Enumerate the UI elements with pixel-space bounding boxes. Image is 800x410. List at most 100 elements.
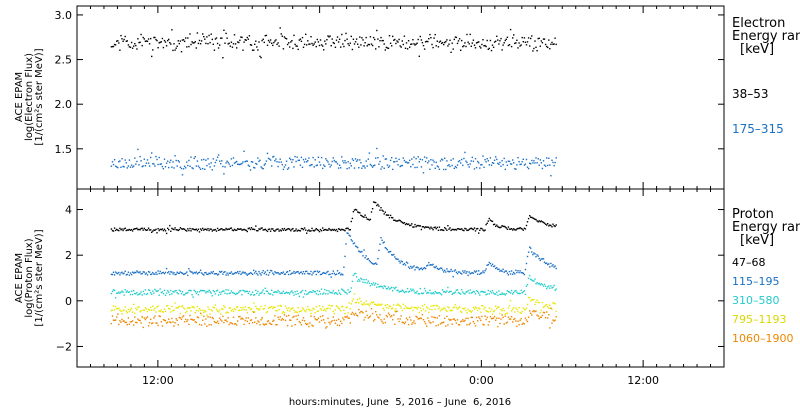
data-point <box>541 167 544 170</box>
data-point <box>261 291 263 293</box>
data-point <box>372 282 375 284</box>
data-point <box>363 165 365 167</box>
data-point <box>501 292 503 294</box>
data-point <box>431 164 433 166</box>
data-point <box>484 229 486 231</box>
data-point <box>416 290 418 293</box>
data-point <box>392 319 394 321</box>
data-point <box>365 310 367 312</box>
data-point <box>497 306 499 308</box>
data-point <box>312 229 314 232</box>
data-point <box>535 301 537 303</box>
data-point <box>232 43 235 45</box>
data-point <box>199 309 202 311</box>
data-point <box>385 288 388 290</box>
data-point <box>552 319 554 321</box>
data-point <box>200 314 203 316</box>
data-point <box>276 291 278 294</box>
data-point <box>490 49 493 52</box>
data-point <box>257 320 259 322</box>
data-point <box>437 324 440 326</box>
electron-y-axis-label: ACE EPAM log(Electron Flux) [1/(cm²s ste… <box>14 48 45 145</box>
data-point <box>236 324 238 326</box>
data-point <box>205 228 207 230</box>
data-point <box>550 175 552 177</box>
data-point <box>247 292 249 294</box>
data-point <box>163 39 166 42</box>
data-point <box>255 289 257 292</box>
data-point <box>146 310 149 313</box>
data-point <box>458 324 461 326</box>
legend-entry: 47–68 <box>732 256 766 269</box>
data-point <box>472 160 475 162</box>
data-point <box>506 36 509 38</box>
data-point <box>427 307 429 309</box>
data-point <box>394 310 396 312</box>
data-point <box>308 273 310 275</box>
data-point <box>453 318 455 320</box>
data-point <box>148 165 151 167</box>
data-point <box>350 287 352 289</box>
data-point <box>214 321 217 324</box>
data-point <box>327 35 329 37</box>
data-point <box>171 293 173 295</box>
data-point <box>333 42 335 45</box>
data-point <box>485 223 487 226</box>
data-point <box>399 165 401 168</box>
data-point <box>350 165 352 167</box>
data-point <box>417 156 419 158</box>
data-point <box>415 158 417 160</box>
data-point <box>366 282 368 284</box>
data-point <box>458 292 461 295</box>
data-point <box>160 41 162 43</box>
data-point <box>489 290 492 293</box>
data-point <box>151 309 153 311</box>
data-point <box>496 291 498 293</box>
data-point <box>318 230 321 233</box>
data-point <box>369 163 372 166</box>
data-point <box>388 217 391 219</box>
data-point <box>273 319 275 321</box>
data-point <box>213 229 216 231</box>
data-point <box>208 308 210 310</box>
data-point <box>337 167 340 169</box>
data-point <box>301 166 304 168</box>
data-point <box>319 39 322 41</box>
data-point <box>301 307 304 309</box>
data-point <box>380 207 382 209</box>
data-point <box>400 220 402 223</box>
data-point <box>144 229 147 231</box>
data-point <box>406 319 409 321</box>
data-point <box>484 315 486 317</box>
data-point <box>177 293 179 295</box>
data-point <box>197 42 200 45</box>
data-point <box>466 324 468 326</box>
data-point <box>510 270 513 272</box>
data-point <box>414 166 416 169</box>
data-point <box>308 43 310 45</box>
data-point <box>303 293 306 295</box>
data-point <box>211 230 213 232</box>
data-point <box>307 272 309 275</box>
data-point <box>547 164 549 167</box>
data-point <box>158 229 160 232</box>
data-point <box>330 305 332 307</box>
data-point <box>158 42 160 44</box>
data-point <box>418 55 420 57</box>
data-point <box>298 311 300 313</box>
data-point <box>450 268 452 271</box>
data-point <box>386 316 389 318</box>
data-point <box>542 160 545 162</box>
data-point <box>143 317 145 319</box>
data-point <box>183 294 186 296</box>
data-point <box>456 42 459 45</box>
proton-legend-subtitle: Energy ranges <box>732 220 800 235</box>
data-point <box>161 272 164 274</box>
data-point <box>363 278 365 281</box>
data-point <box>410 307 412 310</box>
data-point <box>239 309 241 311</box>
data-point <box>449 319 451 321</box>
data-point <box>316 270 318 272</box>
data-point <box>243 308 245 311</box>
data-point <box>133 45 135 47</box>
